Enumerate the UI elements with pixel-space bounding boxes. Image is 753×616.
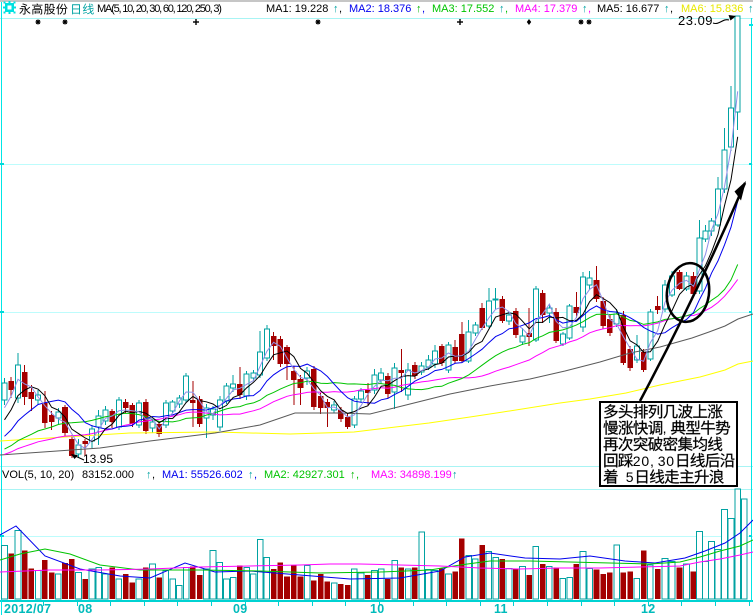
svg-text:,: , [663, 420, 667, 436]
svg-text:2: 2 [633, 453, 641, 469]
svg-text:0: 0 [666, 453, 674, 469]
svg-text:,: , [650, 453, 654, 469]
svg-text:0: 0 [641, 453, 649, 469]
svg-text:5: 5 [626, 469, 634, 485]
svg-text:3: 3 [658, 453, 666, 469]
